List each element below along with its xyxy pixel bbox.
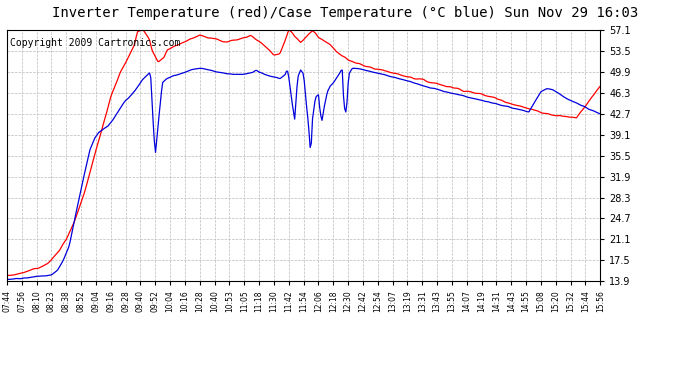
Text: Inverter Temperature (red)/Case Temperature (°C blue) Sun Nov 29 16:03: Inverter Temperature (red)/Case Temperat… [52,6,638,20]
Text: Copyright 2009 Cartronics.com: Copyright 2009 Cartronics.com [10,38,180,48]
